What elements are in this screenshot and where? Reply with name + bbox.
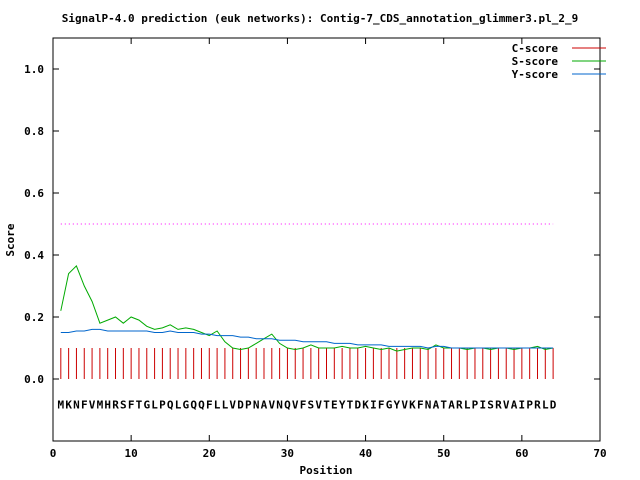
y-axis-label: Score	[4, 223, 17, 256]
sequence-residue: G	[386, 398, 393, 411]
sequence-residue: D	[354, 398, 361, 411]
sequence-residue: Y	[339, 398, 346, 411]
plot-frame	[52, 37, 601, 442]
sequence-residue: N	[73, 398, 80, 411]
sequence-residue: S	[308, 398, 315, 411]
sequence-residue: D	[237, 398, 244, 411]
x-tick-label: 10	[125, 447, 138, 460]
sequence-residue: L	[464, 398, 471, 411]
chart-title: SignalP-4.0 prediction (euk networks): C…	[62, 12, 579, 25]
sequence-residue: S	[120, 398, 127, 411]
x-tick-label: 20	[203, 447, 216, 460]
sequence-residue: T	[323, 398, 330, 411]
sequence-residue: L	[542, 398, 549, 411]
sequence-residue: E	[331, 398, 338, 411]
sequence-residue: A	[511, 398, 518, 411]
sequence-residue: T	[136, 398, 143, 411]
sequence-residue: V	[292, 398, 299, 411]
sequence-residue: F	[206, 398, 213, 411]
sequence-residue: Q	[284, 398, 291, 411]
sequence-residue: T	[440, 398, 447, 411]
sequence-residue: P	[159, 398, 166, 411]
legend-label-s-score: S-score	[512, 55, 559, 68]
sequence-residue: Y	[394, 398, 401, 411]
sequence-residue: R	[495, 398, 502, 411]
sequence-residue: A	[448, 398, 455, 411]
x-tick-label: 50	[437, 447, 450, 460]
sequence-residue: V	[315, 398, 322, 411]
x-tick-label: 70	[593, 447, 606, 460]
x-tick-label: 40	[359, 447, 372, 460]
sequence-residue: A	[433, 398, 440, 411]
sequence-residue: V	[401, 398, 408, 411]
sequence-residue: A	[261, 398, 268, 411]
sequence-residue: K	[409, 398, 416, 411]
sequence-residue: V	[503, 398, 510, 411]
y-tick-label: 0.6	[24, 187, 44, 200]
sequence-residue: K	[65, 398, 72, 411]
sequence-residue: F	[128, 398, 135, 411]
sequence-residue: G	[183, 398, 190, 411]
y-tick-label: 0.2	[24, 311, 44, 324]
sequence-residue: I	[519, 398, 526, 411]
sequence-residue: F	[378, 398, 385, 411]
sequence-residue: P	[472, 398, 479, 411]
sequence-residue: P	[245, 398, 252, 411]
y-score-line	[60, 328, 554, 349]
y-tick-label: 0.4	[24, 249, 44, 262]
y-tick-label: 1.0	[24, 63, 44, 76]
sequence-residue: R	[534, 398, 541, 411]
sequence-residue: K	[362, 398, 369, 411]
sequence-residue: G	[143, 398, 150, 411]
sequence-residue: L	[175, 398, 182, 411]
legend-label-c-score: C-score	[512, 42, 559, 55]
sequence-residue: S	[487, 398, 494, 411]
x-tick-label: 0	[50, 447, 57, 460]
legend-label-y-score: Y-score	[512, 68, 559, 81]
sequence-residue: N	[425, 398, 432, 411]
sequence-residue: R	[456, 398, 463, 411]
sequence-residue: F	[417, 398, 424, 411]
sequence-residue: V	[89, 398, 96, 411]
sequence-residue: N	[276, 398, 283, 411]
sequence-residue: I	[370, 398, 377, 411]
s-score-line	[60, 265, 554, 352]
sequence-residue: F	[81, 398, 88, 411]
sequence-residue: L	[222, 398, 229, 411]
sequence-residue: R	[112, 398, 119, 411]
sequence-residue: Q	[198, 398, 205, 411]
sequence-residue: N	[253, 398, 260, 411]
x-tick-label: 60	[515, 447, 528, 460]
x-tick-label: 30	[281, 447, 294, 460]
sequence-residue: D	[550, 398, 557, 411]
sequence-residue: M	[97, 398, 104, 411]
y-tick-label: 0.8	[24, 125, 44, 138]
y-tick-label: 0.0	[24, 373, 44, 386]
sequence-residue: L	[151, 398, 158, 411]
sequence-residue: T	[347, 398, 354, 411]
sequence-residue: H	[104, 398, 111, 411]
sequence-residue: M	[58, 398, 65, 411]
sequence-residue: F	[300, 398, 307, 411]
sequence-residue: V	[268, 398, 275, 411]
sequence-residue: L	[214, 398, 221, 411]
sequence-residue: I	[479, 398, 486, 411]
x-axis-label: Position	[300, 464, 353, 477]
sequence-residue: V	[229, 398, 236, 411]
sequence-residue: P	[526, 398, 533, 411]
plot-area: 0 10 20 30 40 50 60 700.00.20.40.60.81.0M K N F V M H…	[24, 38, 607, 460]
sequence-residue: Q	[167, 398, 174, 411]
sequence-residue: Q	[190, 398, 197, 411]
